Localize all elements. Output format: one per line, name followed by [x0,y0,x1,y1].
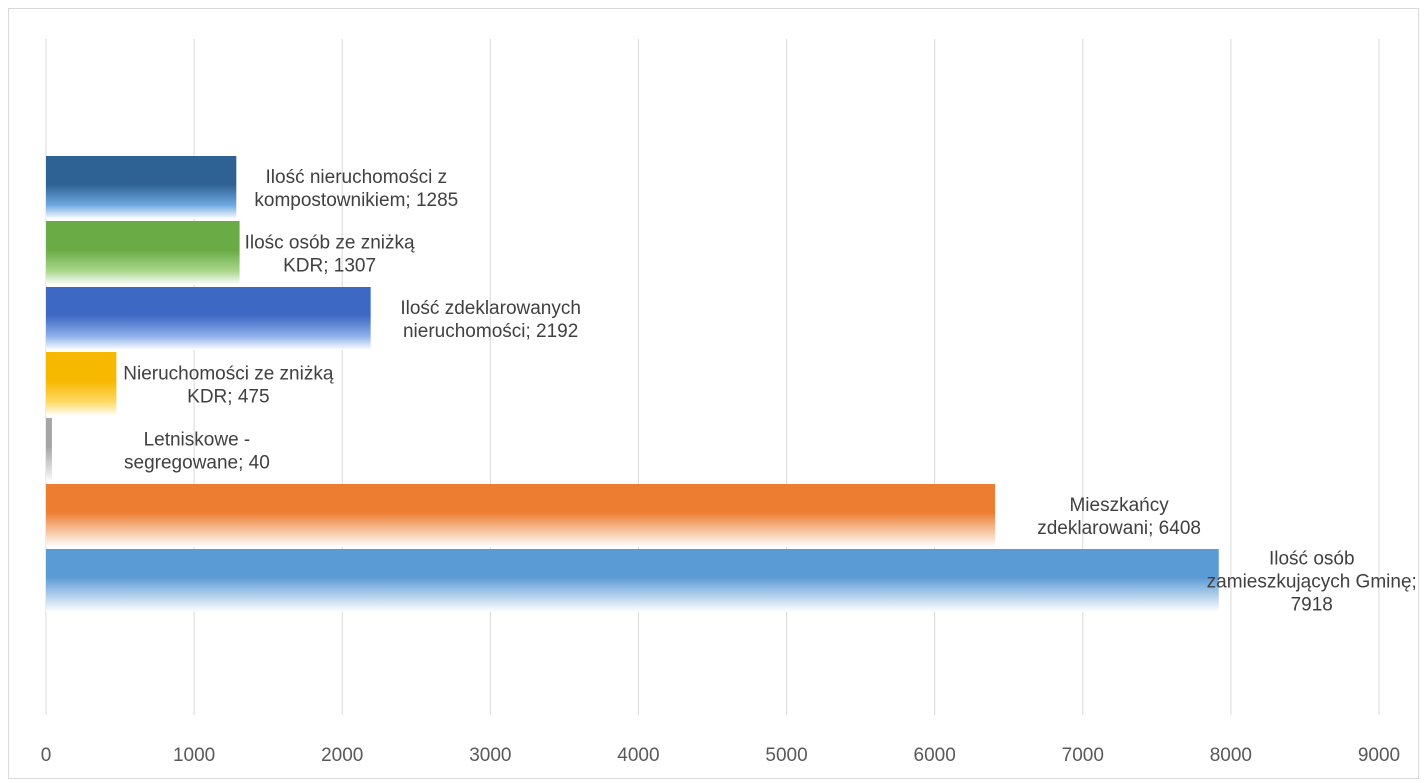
bar-chart: 0 1000 2000 3000 4000 5000 6000 7000 8000 9000 Il… [41,39,1417,766]
bar [46,418,52,482]
x-tick-label: 8000 [1210,745,1252,766]
x-tick-label: 2000 [321,745,363,766]
data-label: Ilość osób zamieszkujących Gminę; 7918 [1207,549,1417,616]
x-tick-label: 3000 [469,745,511,766]
data-label: Nieruchomości ze zniżką KDR; 475 [123,364,334,408]
x-tick-label: 4000 [617,745,659,766]
bar [46,156,237,219]
x-tick-label: 7000 [1062,745,1104,766]
x-tick-label: 9000 [1358,745,1400,766]
x-tick-label: 5000 [765,745,807,766]
data-label: Ilośc osób ze zniżką KDR; 1307 [245,233,415,277]
data-label: Ilość nieruchomości z kompostownikiem; 12… [254,167,458,211]
data-label: Ilość zdeklarowanych nieruchomości; 2192 [400,298,581,342]
x-tick-label: 6000 [914,745,956,766]
chart-area: 0 1000 2000 3000 4000 5000 6000 7000 8000 9000 Il… [8,8,1419,779]
data-labels: Ilość nieruchomości z kompostownikiem; 12… [123,167,1417,616]
x-axis-ticks: 0 1000 2000 3000 4000 5000 6000 7000 8000 9000 [41,745,1400,766]
gridlines [45,39,1380,715]
bar [46,484,996,547]
bar [46,221,240,285]
bar [46,549,1219,612]
data-label: Letniskowe -segregowane; 40 [124,430,270,474]
bars [46,156,1219,612]
bar [46,287,371,350]
bar [46,352,117,416]
x-tick-label: 0 [41,745,52,766]
data-label: Mieszkańcy zdeklarowani; 6408 [1037,495,1201,539]
x-tick-label: 1000 [173,745,215,766]
